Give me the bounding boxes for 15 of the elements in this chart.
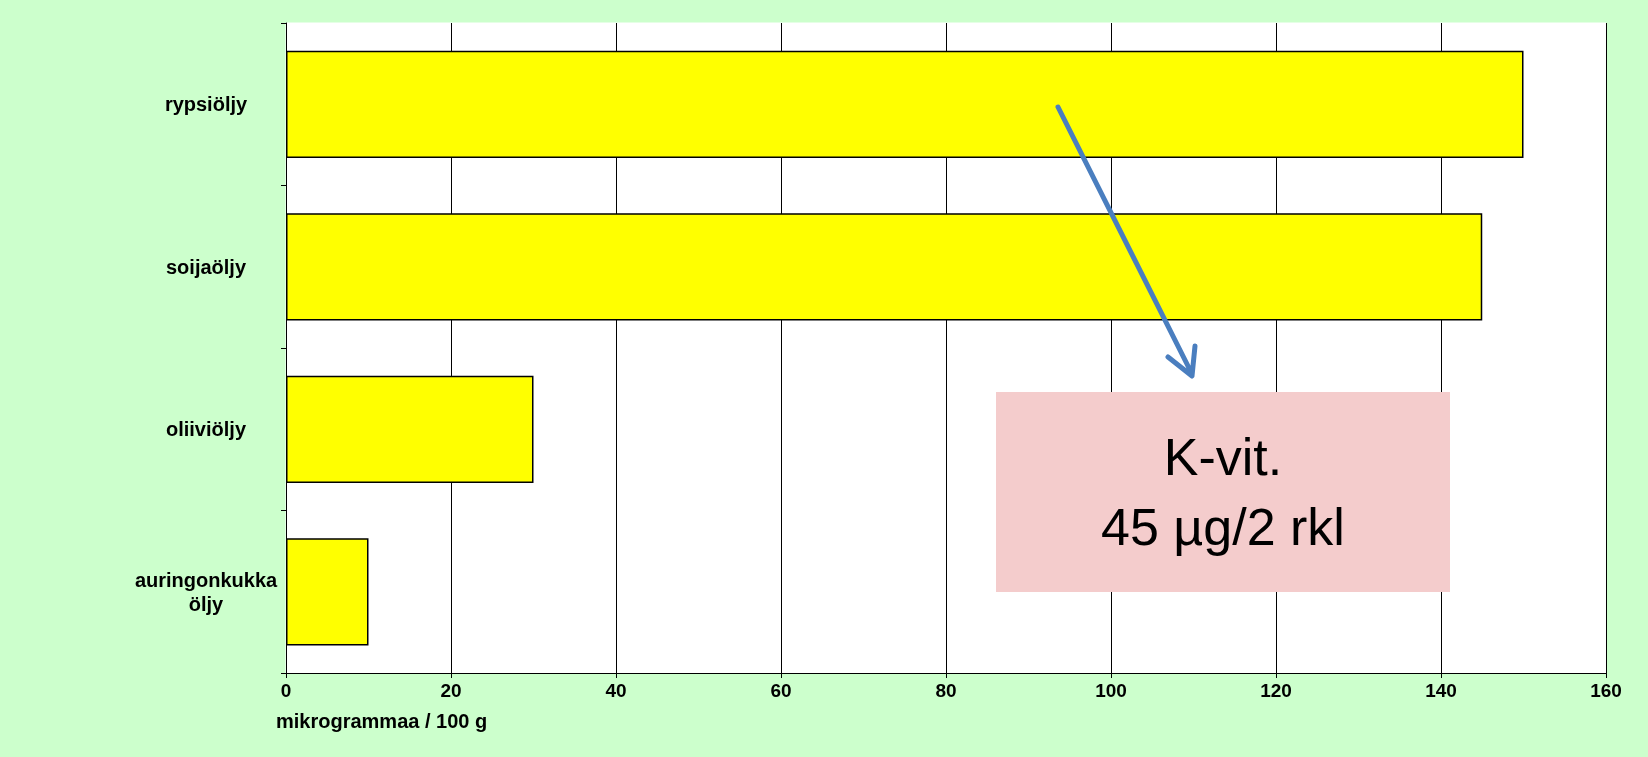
x-tick-label: 160 [1590, 680, 1622, 701]
x-tick-label: 120 [1260, 680, 1292, 701]
y-tick-label: soijaöljy [165, 255, 247, 278]
x-tick-label: 100 [1095, 680, 1127, 701]
bar [286, 538, 369, 646]
x-axis-title: mikrogrammaa / 100 g [276, 710, 488, 732]
x-tick-label: 40 [605, 680, 627, 701]
y-tick-label: auringonkukka öljy [134, 568, 278, 615]
y-tick-label: rypsiöljy [164, 93, 248, 116]
x-tick-label: 20 [440, 680, 462, 701]
x-tick-label: 140 [1425, 680, 1457, 701]
x-tick-label: 60 [770, 680, 792, 701]
x-tick-label: 0 [280, 680, 292, 701]
x-tick-label: 80 [935, 680, 957, 701]
y-tick-label: oliiviöljy [165, 418, 247, 441]
